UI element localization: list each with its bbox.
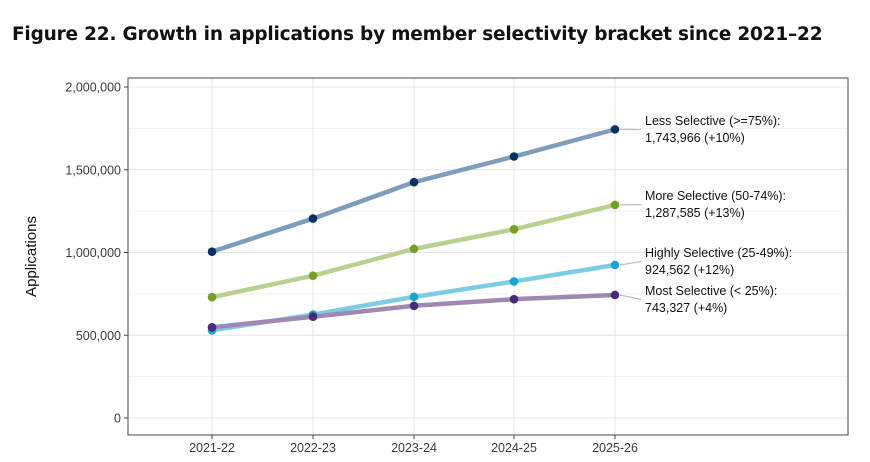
data-point <box>509 225 519 234</box>
y-tick-label: 1,500,000 <box>65 163 121 177</box>
data-point <box>610 260 620 270</box>
x-tick-label: 2023-24 <box>391 441 437 455</box>
plot-area <box>128 78 848 435</box>
data-point <box>409 301 419 311</box>
data-point <box>207 292 217 302</box>
y-tick-label: 1,000,000 <box>65 246 121 260</box>
series-value-label: 743,327 (+4%) <box>645 301 727 315</box>
leader-line <box>619 294 642 301</box>
x-tick-label: 2022-23 <box>290 441 336 455</box>
y-tick-label: 2,000,000 <box>65 81 121 95</box>
data-point <box>610 125 620 134</box>
x-tick-label: 2024-25 <box>491 441 537 455</box>
series-value-label: 1,743,966 (+10%) <box>645 131 745 145</box>
y-axis-label: Applications <box>23 216 40 297</box>
x-tick-label: 2021-22 <box>189 441 235 455</box>
leader-line <box>619 260 642 266</box>
data-point <box>308 271 318 280</box>
chart-title: Figure 22. Growth in applications by mem… <box>12 24 823 45</box>
data-point <box>610 290 620 300</box>
series-value-label: 924,562 (+12%) <box>645 263 734 277</box>
series-label: More Selective (50-74%): <box>645 189 786 203</box>
data-point <box>308 312 318 322</box>
plot-border <box>127 77 849 436</box>
data-point <box>308 214 318 223</box>
data-point <box>610 200 620 210</box>
data-point <box>409 244 419 254</box>
y-tick-label: 0 <box>114 412 121 426</box>
data-point <box>409 177 419 187</box>
x-tick-label: 2025-26 <box>592 441 638 455</box>
data-point <box>509 294 519 304</box>
data-point <box>409 292 419 302</box>
series-label: Most Selective (< 25%): <box>645 284 777 298</box>
data-point <box>509 152 519 161</box>
data-point <box>509 277 519 286</box>
data-point <box>207 247 217 256</box>
series-value-label: 1,287,585 (+13%) <box>645 206 745 220</box>
series-label: Highly Selective (25-49%): <box>645 246 792 260</box>
series-label: Less Selective (>=75%): <box>645 114 781 128</box>
y-tick-label: 500,000 <box>76 329 121 343</box>
data-point <box>207 323 217 332</box>
